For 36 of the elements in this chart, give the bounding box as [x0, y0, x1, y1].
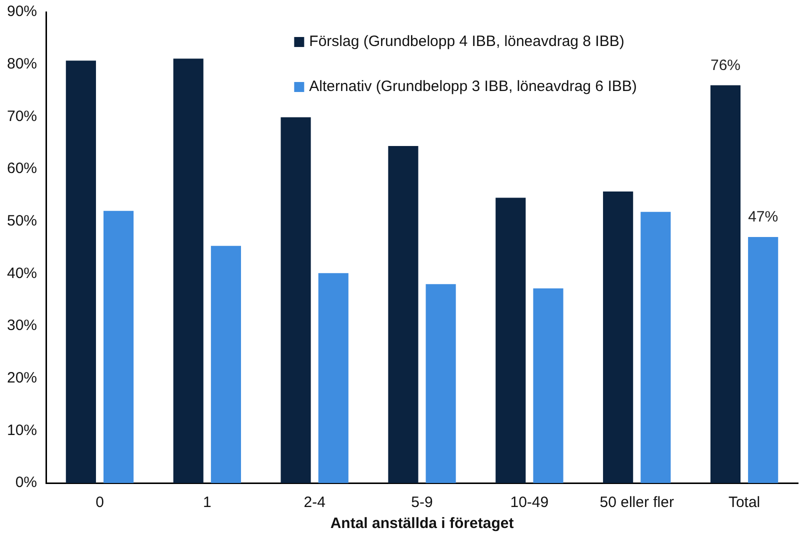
bar [710, 85, 741, 483]
y-tick-label: 80% [6, 55, 38, 72]
bar [66, 60, 96, 483]
x-tick-label: 1 [202, 494, 212, 512]
y-tick-label: 90% [6, 3, 38, 20]
x-tick-label: 5-9 [411, 494, 433, 512]
bar [388, 146, 418, 483]
y-tick-label: 20% [6, 369, 38, 386]
bar [426, 284, 456, 483]
bar [280, 117, 311, 483]
bar [748, 237, 778, 483]
bar [318, 273, 348, 483]
bar [640, 212, 671, 483]
y-tick-label: 10% [6, 422, 38, 439]
bar [533, 288, 564, 483]
y-tick-label: 70% [6, 108, 38, 125]
x-axis-title: Antal anställda i företaget [330, 515, 514, 532]
bar [103, 210, 134, 483]
bar [496, 198, 526, 483]
y-tick-label: 50% [6, 212, 38, 230]
y-tick-label: 60% [6, 160, 38, 178]
bar [173, 58, 204, 483]
x-tick-label: Total [728, 494, 760, 512]
data-label: 47% [748, 208, 778, 226]
data-label: 76% [710, 56, 741, 74]
bar [210, 246, 241, 483]
bar [603, 192, 634, 483]
legend-label: Förslag (Grundbelopp 4 IBB, löneavdrag 8 IBB) [309, 33, 624, 50]
x-tick-label: 50 eller fler [600, 494, 674, 512]
x-tick-label: 2-4 [304, 494, 326, 512]
legend-label: Alternativ (Grundbelopp 3 IBB, löneavdrag 6 IBB) [309, 78, 637, 96]
y-tick-label: 40% [6, 264, 38, 282]
y-tick-label: 30% [6, 317, 38, 334]
y-tick-label: 0% [15, 474, 38, 492]
x-tick-label: 0 [96, 494, 104, 512]
x-tick-label: 10-49 [510, 494, 549, 512]
